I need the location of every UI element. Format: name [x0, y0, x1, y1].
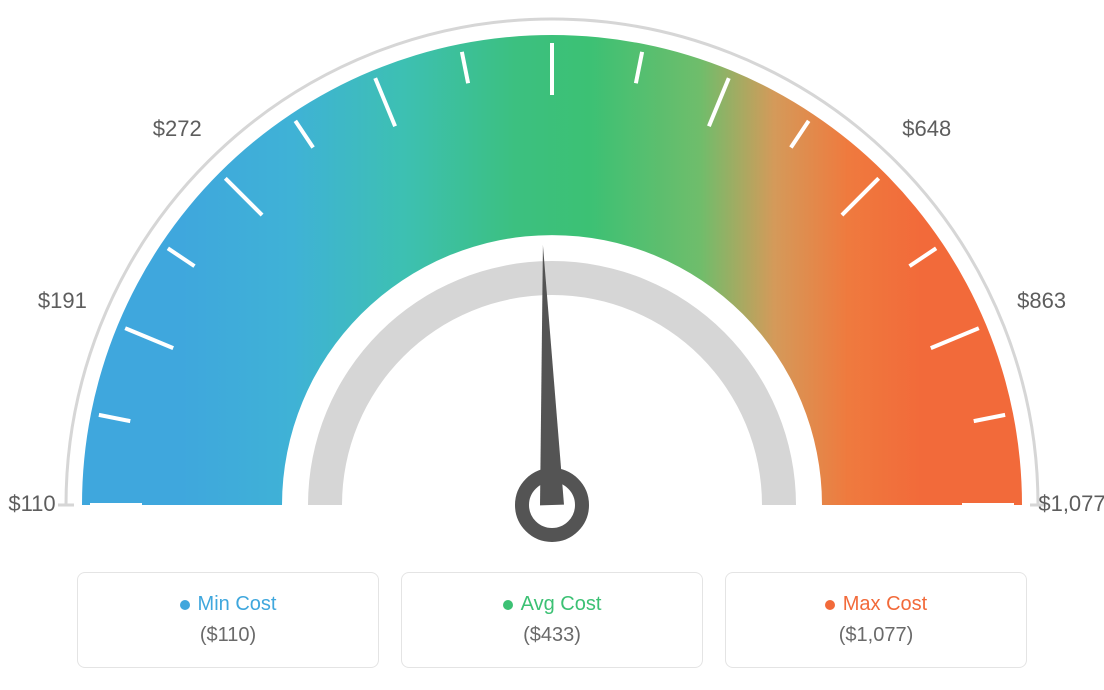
tick-label: $110	[8, 491, 55, 516]
legend-label: Avg Cost	[521, 593, 602, 616]
legend-card: Max Cost ($1,077)	[725, 572, 1027, 668]
legend-label: Max Cost	[843, 593, 927, 616]
legend-value: ($433)	[523, 624, 581, 647]
legend-row: Min Cost ($110) Avg Cost ($433) Max Cost ($1,…	[0, 572, 1104, 668]
tick-label: $1,077	[1038, 491, 1104, 516]
legend-dot-icon	[503, 600, 513, 610]
tick-label: $272	[153, 116, 202, 141]
tick-label: $191	[38, 288, 87, 313]
legend-label-row: Avg Cost	[503, 593, 602, 616]
legend-label: Min Cost	[198, 593, 277, 616]
gauge-chart-container: $110$191$272$433$648$863$1,077 Min Cost(…	[0, 0, 1104, 690]
tick-label: $863	[1017, 288, 1066, 313]
legend-value: ($110)	[200, 624, 256, 647]
legend-value: ($1,077)	[839, 624, 914, 647]
legend-label-row: Min Cost	[180, 593, 277, 616]
legend-card: Avg Cost ($433)	[401, 572, 703, 668]
legend-label-row: Max Cost	[825, 593, 927, 616]
gauge-svg: $110$191$272$433$648$863$1,077	[0, 0, 1104, 560]
legend-dot-icon	[180, 600, 190, 610]
tick-label: $648	[902, 116, 951, 141]
legend-dot-icon	[825, 600, 835, 610]
legend-card: Min Cost ($110)	[77, 572, 379, 668]
